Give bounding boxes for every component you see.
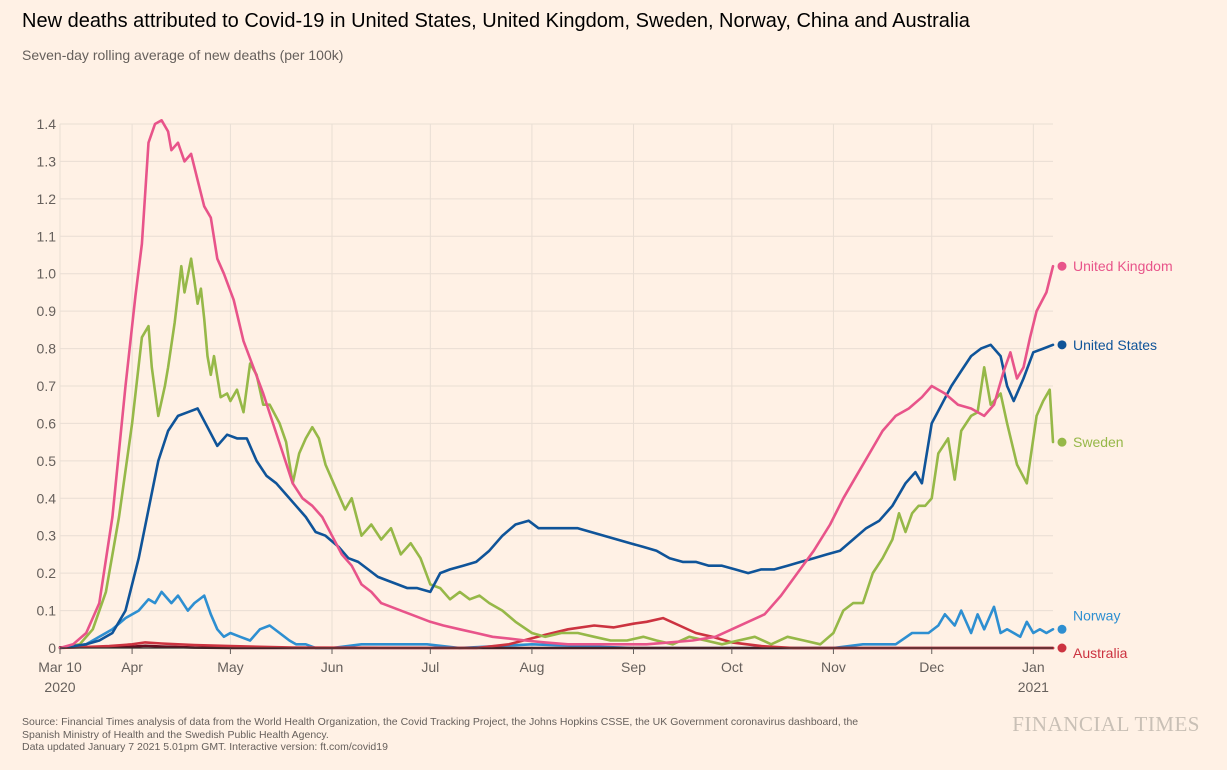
y-tick-label: 1.4: [37, 116, 57, 132]
chart-subtitle: Seven-day rolling average of new deaths …: [22, 47, 344, 63]
ft-logo: FINANCIAL TIMES: [1012, 712, 1200, 736]
y-tick-label: 0.4: [37, 490, 57, 506]
series-end-dot-united-kingdom: [1057, 261, 1067, 271]
source-line-2: Spanish Ministry of Health and the Swedi…: [22, 728, 329, 741]
series-label-australia: Australia: [1073, 645, 1128, 661]
x-tick-label: May: [217, 659, 243, 675]
x-tick-label: Dec: [919, 659, 944, 675]
series-label-united-kingdom: United Kingdom: [1073, 258, 1173, 274]
series-line-united-states: [58, 343, 1055, 650]
y-tick-label: 1.2: [37, 191, 57, 207]
y-tick-label: 0.1: [37, 603, 57, 619]
y-tick-label: 0: [48, 640, 56, 656]
series-label-norway: Norway: [1073, 607, 1120, 623]
x-tick-label: Sep: [621, 659, 646, 675]
series-label-united-states: United States: [1073, 337, 1157, 353]
series-line-sweden: [58, 257, 1055, 650]
source-note: Source: Financial Times analysis of data…: [22, 716, 992, 754]
source-line-1: Source: Financial Times analysis of data…: [22, 716, 859, 728]
chart-title: New deaths attributed to Covid-19 in Uni…: [22, 10, 970, 32]
x-tick-label: Apr: [121, 659, 143, 675]
source-line-3: Data updated January 7 2021 5.01pm GMT. …: [22, 741, 388, 753]
series-lines: [58, 119, 1055, 650]
x-tick-label: Mar 10: [38, 659, 82, 675]
line-chart: Norway Australia Sweden United States United…: [37, 116, 1173, 695]
series-end-dot-united-states: [1057, 340, 1067, 350]
x-tick-label: Jan: [1022, 659, 1045, 675]
y-tick-label: 1.0: [37, 266, 57, 282]
x-tick-label: Aug: [519, 659, 544, 675]
y-tick-label: 0.5: [37, 453, 57, 469]
series-label-sweden: Sweden: [1073, 434, 1124, 450]
series-labels: Norway Australia Sweden United States United…: [1057, 258, 1173, 661]
y-tick-label: 1.3: [37, 153, 57, 169]
y-tick-label: 1.1: [37, 228, 57, 244]
chart-axes: 0 0.1 0.2 0.3 0.4 0.5 0.6 0.7 0.8 0.9 1.0 1.1 1.2 1.3…: [37, 116, 1053, 695]
y-tick-label: 0.2: [37, 565, 57, 581]
y-tick-label: 0.6: [37, 415, 57, 431]
x-tick-label: Nov: [821, 659, 846, 675]
x-tick-label: Jul: [421, 659, 439, 675]
chart-grid: [59, 123, 1053, 648]
series-end-dot-norway: [1057, 624, 1067, 634]
series-line-united-kingdom: [58, 119, 1055, 650]
y-tick-label: 0.8: [37, 341, 57, 357]
x-tick-label: Oct: [721, 659, 743, 675]
x-tick-label: Jun: [321, 659, 344, 675]
x-tick-year-label: 2021: [1018, 679, 1049, 695]
y-tick-label: 0.7: [37, 378, 57, 394]
y-tick-label: 0.9: [37, 303, 57, 319]
y-tick-label: 0.3: [37, 528, 57, 544]
series-end-dot-sweden: [1057, 437, 1067, 447]
series-end-dot-australia: [1057, 643, 1067, 653]
x-tick-year-label: 2020: [44, 679, 75, 695]
series-line-norway: [58, 590, 1055, 650]
